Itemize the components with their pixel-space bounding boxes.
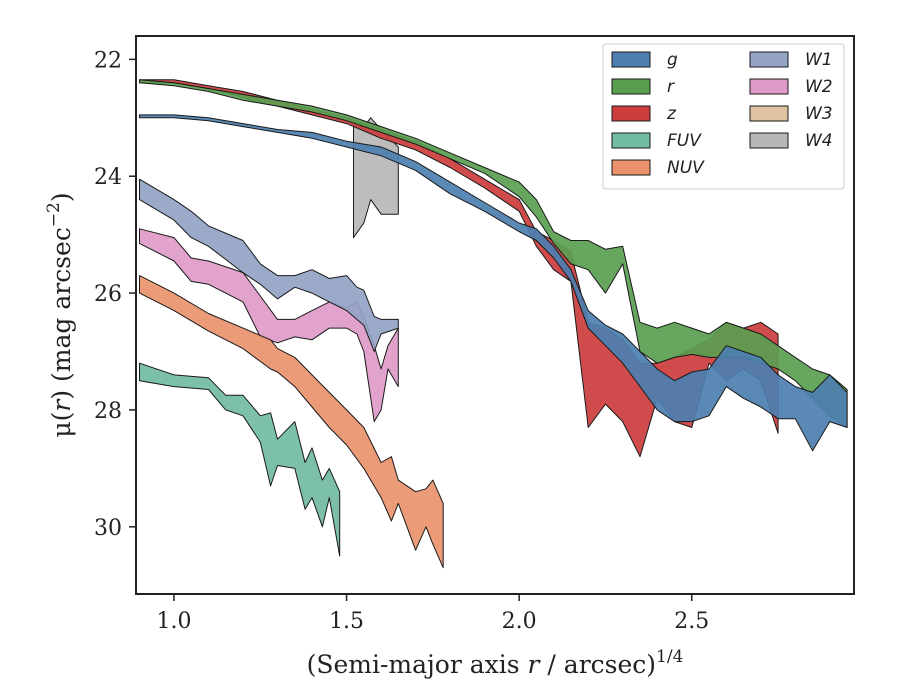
y-axis-label-var: r (47, 398, 76, 412)
legend: grz FUV NUV W1 W2 W3 W4 (602, 43, 845, 190)
band-NUV (139, 275, 444, 569)
x-axis-ticks: 1.0 1.5 2.0 2.5 (156, 594, 709, 634)
series-bands (139, 79, 848, 569)
legend-label-z: z (666, 104, 677, 124)
legend-swatch-r (611, 78, 651, 95)
legend-label-r: r (667, 77, 675, 97)
legend-label-W2: W2 (805, 77, 833, 97)
y-axis-label-close: ) (47, 192, 76, 202)
x-tick-label: 1.0 (156, 609, 191, 634)
y-tick-label: 22 (94, 48, 122, 73)
x-axis-label-main: (Semi-major axis (307, 650, 528, 679)
legend-swatch-W3 (749, 105, 789, 122)
y-tick-label: 30 (94, 516, 122, 541)
x-tick-label: 1.5 (329, 609, 364, 634)
band-W1 (139, 178, 399, 352)
band-W2 (139, 228, 399, 423)
legend-label-W1: W1 (805, 50, 833, 70)
legend-label-g: g (667, 50, 678, 70)
legend-label-NUV: NUV (667, 158, 705, 178)
band-g (139, 114, 848, 452)
x-tick-label: 2.5 (674, 609, 709, 634)
y-axis-label-exponent: −2 (44, 202, 64, 227)
y-axis-label-main: μ( (47, 412, 76, 438)
y-axis-label-rest: ) (mag arcsec (47, 227, 76, 400)
y-axis-ticks: 22 24 26 28 30 (94, 48, 136, 541)
legend-label-FUV: FUV (667, 131, 702, 151)
x-axis-label-exponent: 1/4 (656, 647, 683, 667)
legend-swatch-z (611, 105, 651, 122)
x-axis-label: (Semi-major axis r / arcsec)1/4 (307, 647, 684, 679)
legend-label-W3: W3 (805, 104, 833, 124)
legend-swatch-W4 (749, 132, 789, 149)
x-axis-label-rest: / arcsec) (539, 650, 656, 679)
legend-swatch-W2 (749, 78, 789, 95)
band-FUV (139, 362, 341, 557)
y-tick-label: 26 (94, 282, 122, 307)
legend-label-W4: W4 (805, 131, 833, 151)
y-tick-label: 28 (94, 399, 122, 424)
legend-swatch-W1 (749, 51, 789, 68)
legend-swatch-FUV (611, 132, 651, 149)
legend-swatch-NUV (611, 159, 651, 176)
x-axis-label-var: r (528, 650, 542, 679)
y-axis-label: μ(r) (mag arcsec−2) (44, 192, 76, 437)
x-tick-label: 2.0 (502, 609, 537, 634)
legend-swatch-g (611, 51, 651, 68)
y-tick-label: 24 (94, 165, 122, 190)
plot-frame (135, 35, 855, 595)
